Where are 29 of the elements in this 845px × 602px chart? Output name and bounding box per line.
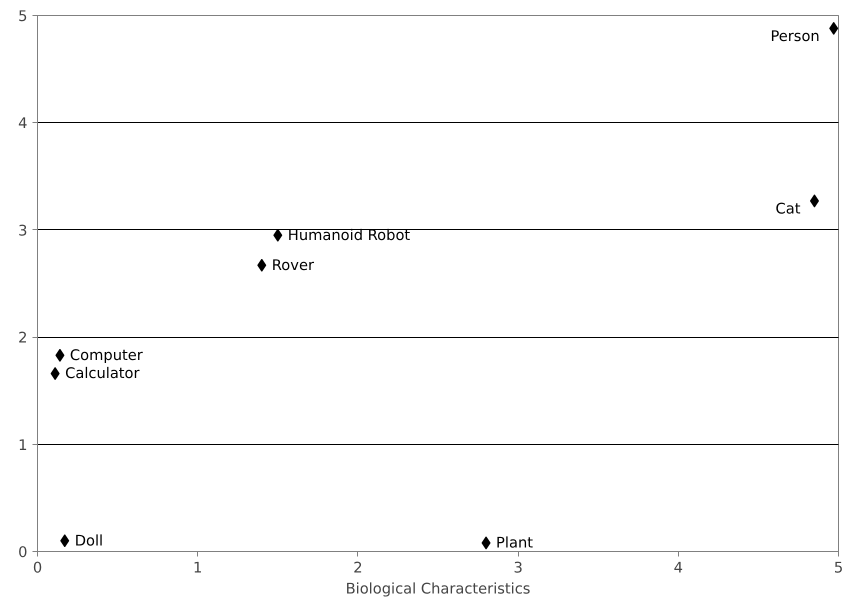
- point: [273, 228, 282, 242]
- x-tick-label: 4: [674, 560, 683, 576]
- annotation: Rover: [272, 256, 315, 274]
- annotation: Humanoid Robot: [288, 226, 410, 244]
- point: [482, 536, 491, 550]
- annotation: Calculator: [65, 365, 141, 382]
- point: [50, 367, 60, 380]
- y-tick-label: 1: [18, 436, 28, 454]
- y-tick-label: 2: [18, 330, 28, 347]
- annotation: Computer: [70, 346, 144, 364]
- x-tick-label: 1: [193, 560, 202, 576]
- point: [257, 258, 266, 272]
- x-tick-label: 0: [32, 560, 42, 576]
- x-tick-label: 3: [513, 560, 523, 576]
- annotation: Doll: [74, 532, 104, 550]
- y-tick-label: 4: [18, 115, 28, 132]
- y-tick-label: 5: [18, 8, 28, 25]
- annotation: Cat: [776, 200, 801, 218]
- point: [55, 348, 64, 362]
- point: [810, 194, 819, 208]
- point: [60, 534, 70, 548]
- x-tick-label: 2: [353, 560, 363, 576]
- annotation: Person: [770, 28, 820, 45]
- y-tick-label: 0: [18, 544, 28, 561]
- y-tick-label: 3: [18, 222, 28, 240]
- x-axis-title: Biological Characteristics: [346, 580, 530, 598]
- annotation: Plant: [496, 534, 534, 552]
- point: [829, 22, 838, 35]
- x-tick-label: 5: [834, 560, 844, 576]
